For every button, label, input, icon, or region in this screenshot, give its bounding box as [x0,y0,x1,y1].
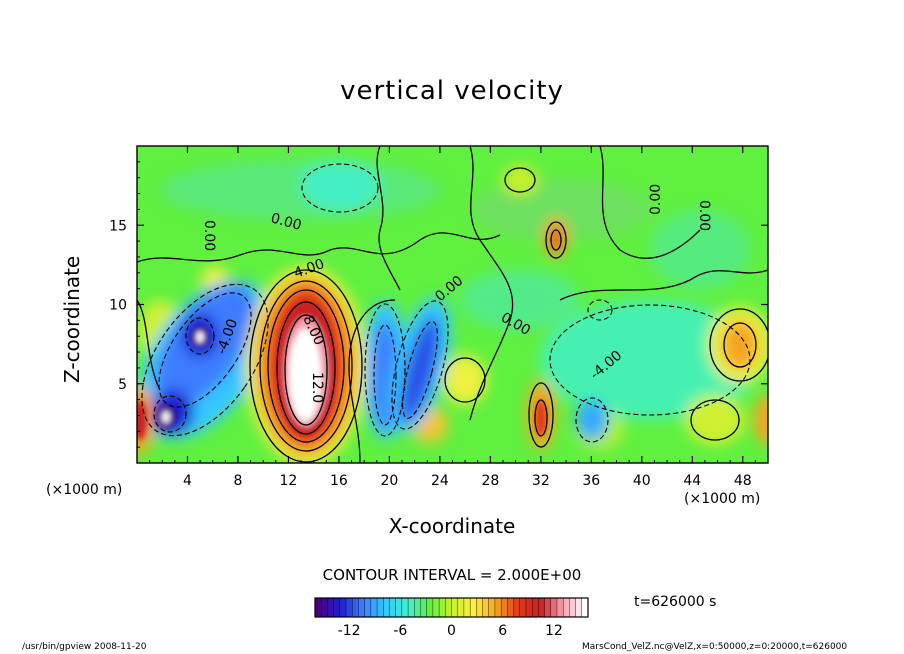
colorbar-cell [507,597,515,618]
contour-label-0-a: 0.00 [269,210,303,234]
colorbar-cell [339,597,347,618]
colorbar-cell [358,597,366,618]
time-label: t=626000 s [634,594,717,610]
x-tick-label: 36 [582,473,600,489]
x-tick-label: 16 [330,473,348,489]
colorbar-cell [414,597,421,618]
colorbar-cell [482,597,490,618]
footer-right: MarsCond_VelZ.nc@VelZ,x=0:50000,z=0:2000… [582,642,848,652]
colorbar-cell [389,597,397,618]
colorbar-cell [352,597,359,618]
colorbar-cell [327,597,335,618]
colorbar-cell [383,597,390,618]
x-axis: 4 8 12 16 20 24 28 32 36 40 44 48 [149,146,756,489]
colorbar [314,597,589,618]
colorbar-cell [494,597,502,618]
colorbar-cell [575,597,583,618]
colorbar-tick-label: 0 [447,623,456,639]
colorbar-cell [376,597,384,618]
y-tick-label: 5 [118,377,127,393]
x-tick-label: 4 [183,473,192,489]
heatmap-field [137,146,768,463]
colorbar-frame [314,597,589,618]
contour-label-12: 12.0 [309,372,325,403]
contour-label-0-f: 0.00 [696,200,712,231]
colorbar-cell [463,597,471,618]
x-unit-right: (×1000 m) [684,491,761,507]
y-tick-label: 15 [109,218,127,234]
x-tick-label: 48 [734,473,752,489]
colorbar-cell [581,597,589,618]
colorbar-cell [469,597,477,618]
colorbar-cell [401,597,409,618]
colorbar-cell [538,597,546,618]
colorbar-cell [407,597,415,618]
colorbar-cell [562,597,570,618]
colorbar-cell [569,597,577,618]
x-tick-label: 32 [532,473,550,489]
colorbar-tick-label: 6 [498,623,507,639]
colorbar-cell [370,597,378,618]
colorbar-cell [314,597,322,618]
x-tick-label: 28 [481,473,499,489]
chart-title: vertical velocity [340,76,564,106]
colorbar-cell [457,597,465,618]
colorbar-cell [438,597,446,618]
colorbar-cell [513,597,521,618]
colorbar-cell [364,597,372,618]
colorbar-cell [321,597,328,618]
x-tick-label: 12 [280,473,298,489]
colorbar-cell [519,597,527,618]
colorbar-cell [550,597,558,618]
contour-interval-label: CONTOUR INTERVAL = 2.000E+00 [322,566,582,584]
colorbar-cell [544,597,552,618]
colorbar-cell [426,597,434,618]
y-axis-label: Z-coordinate [60,255,84,383]
colorbar-cell [500,597,508,618]
colorbar-cell [556,597,564,618]
colorbar-tick-label: -12 [338,623,361,639]
x-tick-label: 24 [431,473,449,489]
x-tick-label: 8 [233,473,242,489]
colorbar-cell [531,597,539,618]
colorbar-cell [432,597,440,618]
colorbar-cell [395,597,403,618]
field-cores [137,300,547,440]
colorbar-cell [451,597,459,618]
colorbar-cell [445,597,452,618]
footer-left: /usr/bin/gpview 2008-11-20 [22,642,147,652]
contour-label-0-b: 0.00 [201,220,217,251]
colorbar-cell [488,597,496,618]
y-tick-label: 10 [109,298,127,314]
colorbar-cell [345,597,353,618]
contour-lines [137,146,768,463]
x-tick-label: 40 [633,473,651,489]
contour-lines-negative [141,163,751,443]
x-tick-label: 20 [380,473,398,489]
x-axis-label: X-coordinate [388,514,516,538]
colorbar-cell [333,597,341,618]
colorbar-tick-label: -6 [393,623,407,639]
y-axis: 5 10 15 [109,161,768,448]
colorbar-cell [476,597,484,618]
colorbar-cell [525,597,533,618]
colorbar-tick-label: 12 [545,623,563,639]
x-unit-left: (×1000 m) [46,482,123,498]
x-tick-label: 44 [683,473,701,489]
colorbar-cell [420,597,428,618]
colorbar-ticks: -12 -6 0 6 12 [338,623,563,639]
contour-label-0-e: 0.00 [648,184,664,215]
